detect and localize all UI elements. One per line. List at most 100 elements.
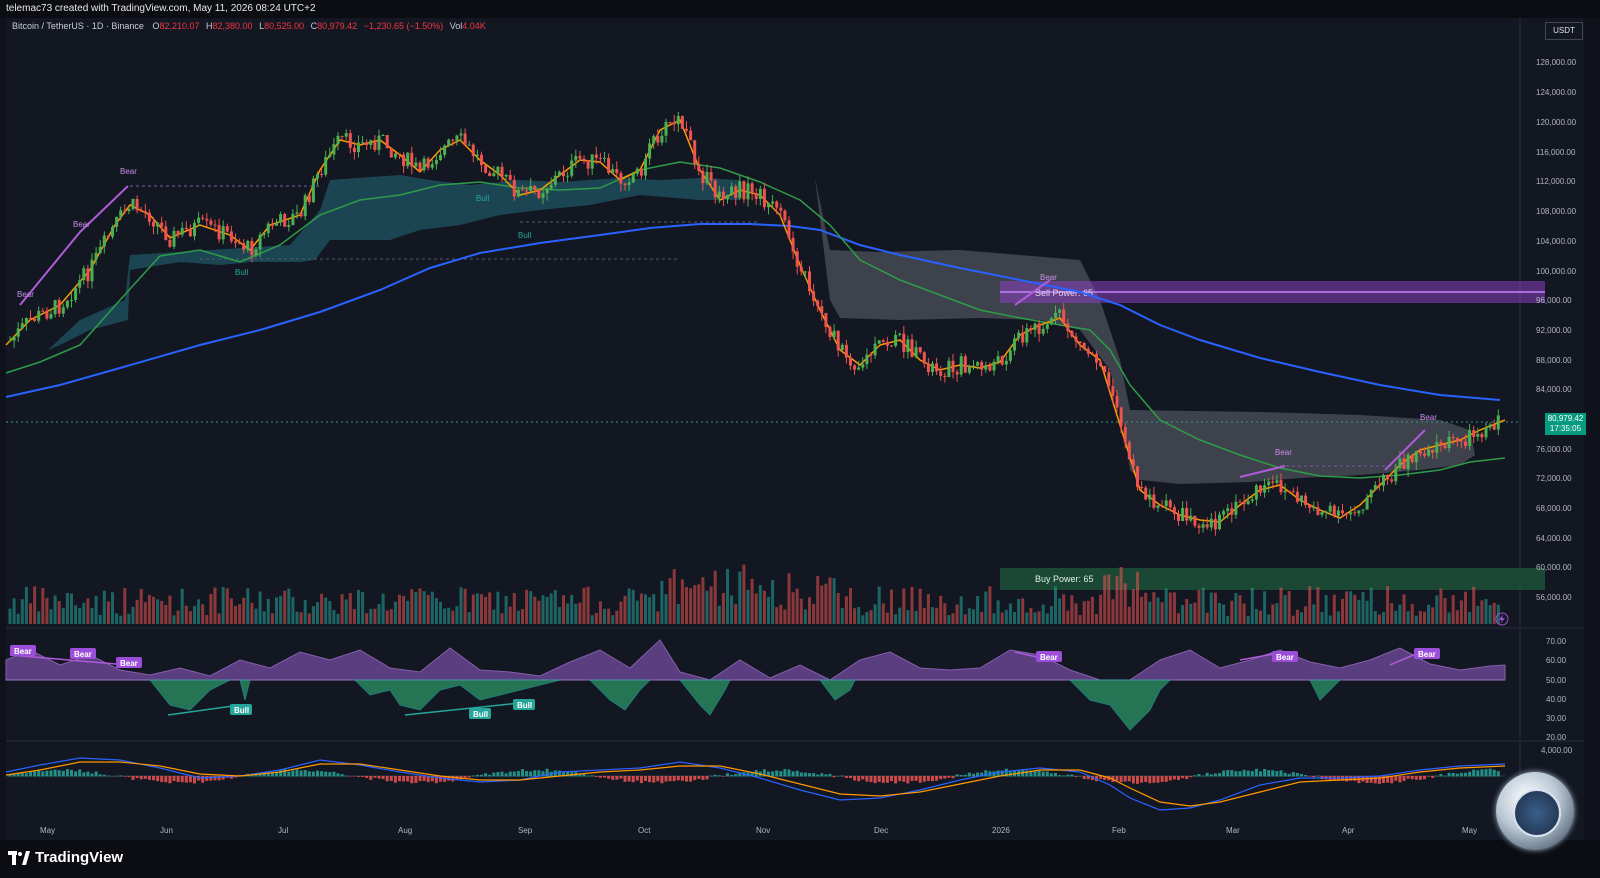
volume-bar xyxy=(414,592,418,624)
volume-bar xyxy=(1259,610,1262,624)
volume-bar xyxy=(295,611,299,624)
macd-hist-bar xyxy=(484,773,488,777)
macd-hist-bar xyxy=(1365,776,1369,784)
candle-body xyxy=(1295,491,1299,502)
candle-body xyxy=(447,139,451,146)
macd-hist-bar xyxy=(1488,768,1492,777)
macd-hist-bar xyxy=(316,770,319,777)
candle-body xyxy=(590,154,594,169)
tradingview-logo[interactable]: TradingView xyxy=(8,849,123,866)
candle-body xyxy=(1435,442,1439,453)
volume-bar xyxy=(1103,575,1107,624)
macd-hist-bar xyxy=(98,774,102,777)
macd-hist-bar xyxy=(566,771,570,777)
macd-hist-bar xyxy=(557,770,561,777)
volume-bar xyxy=(1041,604,1045,624)
macd-line xyxy=(5,757,1506,811)
volume-bar xyxy=(1078,615,1082,624)
volume-bar xyxy=(816,576,820,624)
volume-bar xyxy=(779,604,783,624)
candle-body xyxy=(1341,510,1344,514)
volume-bar xyxy=(1201,587,1205,624)
macd-hist-bar xyxy=(291,770,295,777)
candle-body xyxy=(1049,318,1053,325)
macd-hist-bar xyxy=(348,776,352,777)
symbol-legend[interactable]: Bitcoin / TetherUS · 1D · Binance O82,21… xyxy=(12,21,486,31)
macd-hist-bar xyxy=(1427,776,1431,777)
volume-bar xyxy=(357,589,360,624)
volume-bar xyxy=(385,610,389,624)
candle-body xyxy=(24,317,28,324)
volume-bar xyxy=(1398,604,1402,624)
candle-body xyxy=(1218,514,1221,530)
macd-hist-bar xyxy=(963,774,967,777)
candle-body xyxy=(1000,356,1004,365)
macd-hist-bar xyxy=(849,776,852,779)
macd-hist-bar xyxy=(82,772,86,777)
volume-bar xyxy=(783,609,787,624)
candle-body xyxy=(1414,451,1418,463)
macd-hist-bar xyxy=(389,776,393,781)
macd-hist-bar xyxy=(45,770,49,777)
volume-bar xyxy=(885,612,889,624)
candle-body xyxy=(480,154,483,166)
candle-body xyxy=(849,357,852,366)
macd-hist-bar xyxy=(467,776,471,778)
volume-bar xyxy=(1492,602,1496,624)
last-price-tag: 80,979.42 17:35:05 xyxy=(1545,413,1586,435)
coin-emblem-center xyxy=(1513,789,1561,837)
volume-bar xyxy=(426,594,430,624)
macd-hist-bar xyxy=(115,775,119,777)
candle-body xyxy=(344,133,348,137)
volume-bar xyxy=(1418,610,1422,624)
currency-selector[interactable]: USDT xyxy=(1545,22,1583,40)
close-label: C xyxy=(310,21,318,31)
volume-bar xyxy=(1066,610,1070,624)
volume-bar xyxy=(119,615,123,624)
volume-bar xyxy=(369,608,373,624)
candle-body xyxy=(1062,309,1066,324)
macd-hist-bar xyxy=(664,776,668,782)
macd-hist-bar xyxy=(385,776,389,782)
macd-hist-bar xyxy=(512,771,516,777)
candle-body xyxy=(652,136,656,144)
candle-body xyxy=(709,172,713,181)
macd-hist-bar xyxy=(221,776,225,780)
macd-hist-bar xyxy=(996,770,1000,777)
bear-cloud xyxy=(815,178,1475,484)
volume-bar xyxy=(963,614,967,624)
candle-body xyxy=(611,169,615,173)
candle-body xyxy=(459,133,463,136)
macd-hist-bar xyxy=(1127,776,1131,782)
candle-body xyxy=(631,173,635,183)
macd-hist-bar xyxy=(365,776,369,778)
macd-hist-bar xyxy=(926,776,930,781)
time-axis-label: Jul xyxy=(278,826,288,835)
candle-body xyxy=(1168,500,1172,508)
candle-body xyxy=(8,340,12,342)
candle-body xyxy=(972,365,975,367)
macd-hist-bar xyxy=(1201,775,1205,777)
candle-body xyxy=(123,210,127,212)
macd-hist-bar xyxy=(820,773,824,777)
candle-body xyxy=(303,195,307,217)
rsi-area-oversold xyxy=(148,679,1342,731)
candle-body xyxy=(799,266,803,272)
volume-bar xyxy=(951,613,955,624)
macd-hist-bar xyxy=(12,774,16,777)
candle-body xyxy=(287,225,291,227)
macd-hist-bar xyxy=(1455,773,1459,777)
candle-body xyxy=(1332,505,1336,516)
macd-hist-bar xyxy=(939,776,943,780)
volume-bar xyxy=(1308,586,1312,624)
symbol-name[interactable]: Bitcoin / TetherUS · 1D · Binance xyxy=(12,21,144,31)
macd-hist-bar xyxy=(1066,774,1070,777)
macd-hist-bar xyxy=(1218,773,1221,777)
macd-hist-bar xyxy=(598,776,602,778)
candle-body xyxy=(324,156,328,175)
volume-bar xyxy=(1275,603,1279,624)
volume-bar xyxy=(758,585,762,624)
candle-body xyxy=(1468,430,1472,446)
macd-hist-bar xyxy=(623,776,627,782)
